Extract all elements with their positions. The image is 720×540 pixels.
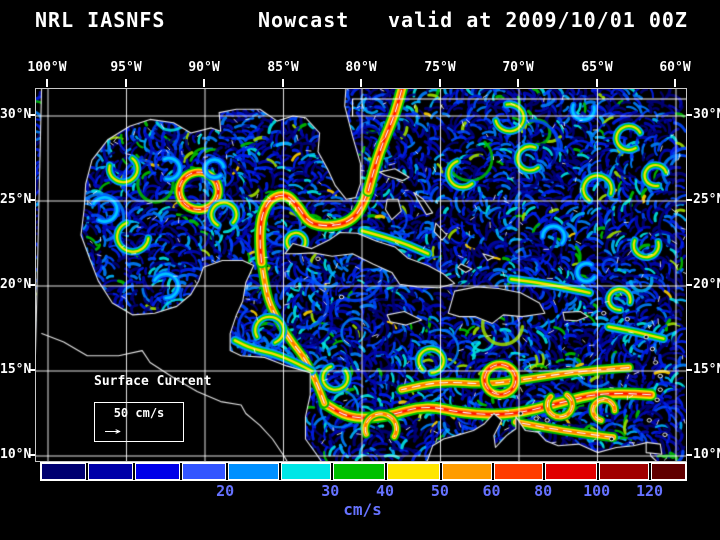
lat-tick-mark-left [29,199,35,201]
scale-box: 50 cm/s → [94,402,184,442]
colorbar-segment [87,463,133,480]
lon-axis-label: 80°W [345,60,377,75]
colorbar-segment [181,463,226,480]
lat-tick-mark-right [686,114,692,116]
lat-tick-mark-right [686,454,692,456]
legend-title: Surface Current [94,374,212,389]
colorbar-segment [441,463,492,480]
colorbar-segment [651,463,687,480]
colorbar-segment [332,463,386,480]
lat-axis-label-right: 20°N [693,277,720,292]
lon-axis-label: 85°W [267,60,299,75]
lon-axis-label: 60°W [659,60,691,75]
lat-tick-mark-left [29,454,35,456]
lon-tick-mark [46,79,48,87]
lon-axis-label: 100°W [27,60,67,75]
colorbar-tick-label: 30 [321,482,340,500]
scale-arrow-icon: → [104,424,122,439]
lon-tick-mark [360,79,362,87]
lon-tick-mark [203,79,205,87]
lat-axis-label-left: 25°N [0,192,32,207]
lat-axis-label-right: 15°N [693,362,720,377]
lon-tick-mark [282,79,284,87]
lat-axis-label-right: 10°N [693,447,720,462]
lat-axis-label-left: 10°N [0,447,32,462]
colorbar-segment [598,463,650,480]
colorbar-segment [387,463,440,480]
colorbar-tick-label: 80 [534,482,553,500]
lat-axis-label-left: 30°N [0,107,32,122]
colorbar-segment [227,463,280,480]
lat-axis-label-left: 20°N [0,277,32,292]
colorbar-tick-label: 60 [482,482,501,500]
lon-tick-mark [674,79,676,87]
title-valid-time: valid at 2009/10/01 00Z [388,8,688,32]
colorbar-tick-label: 40 [376,482,395,500]
colorbar-tick-label: 50 [430,482,449,500]
colorbar [40,462,687,481]
lon-tick-mark [125,79,127,87]
lat-tick-mark-left [29,284,35,286]
colorbar-segment [134,463,180,480]
lon-tick-mark [596,79,598,87]
colorbar-ticks: 20 30 40 50 60 80 100 120 [40,482,685,500]
lon-axis-label: 70°W [502,60,534,75]
colorbar-tick-label: 120 [635,482,664,500]
title-product: Nowcast [258,8,350,32]
lon-axis-label: 95°W [110,60,142,75]
current-map-canvas [36,89,686,461]
scale-value-label: 50 cm/s [113,406,165,420]
colorbar-segment [493,463,544,480]
colorbar-segments [41,463,687,480]
lat-axis-label-right: 25°N [693,192,720,207]
map-frame: Surface Current 50 cm/s → [35,88,687,462]
lon-axis-label: 75°W [424,60,456,75]
colorbar-units-label: cm/s [343,500,382,519]
lat-tick-mark-right [686,369,692,371]
title-model: NRL IASNFS [35,8,166,32]
lat-tick-mark-left [29,114,35,116]
lat-tick-mark-right [686,284,692,286]
colorbar-tick-label: 20 [216,482,235,500]
lat-axis-label-right: 30°N [693,107,720,122]
lat-axis-label-left: 15°N [0,362,32,377]
lon-axis-label: 65°W [581,60,613,75]
lat-tick-mark-right [686,199,692,201]
colorbar-segment [545,463,597,480]
colorbar-segment [281,463,331,480]
lat-tick-mark-left [29,369,35,371]
lon-tick-mark [517,79,519,87]
lon-tick-mark [439,79,441,87]
lon-axis-label: 90°W [188,60,220,75]
colorbar-segment [41,463,86,480]
colorbar-tick-label: 100 [583,482,611,500]
